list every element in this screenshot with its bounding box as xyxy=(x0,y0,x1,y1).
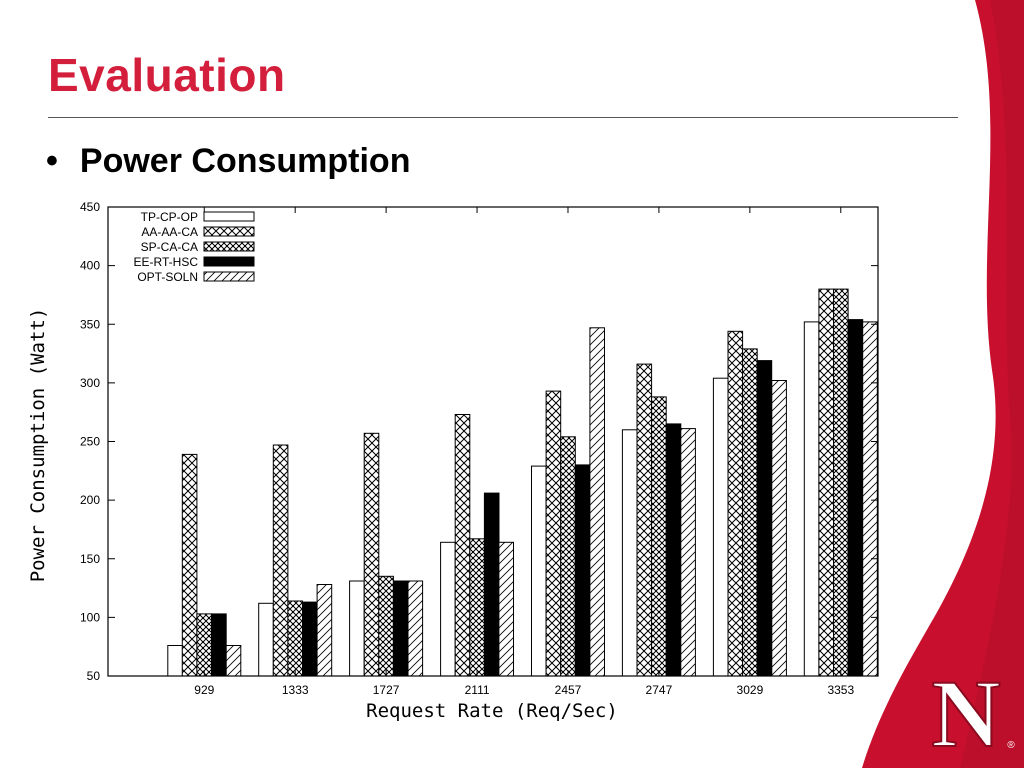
bar-aa-aa-ca-3353 xyxy=(818,288,835,677)
bar-sp-ca-ca-1727 xyxy=(378,575,394,677)
bar-ee-rt-hsc-929 xyxy=(211,613,227,677)
bar-aa-aa-ca-3029 xyxy=(727,330,744,677)
legend-swatch-sp-ca-ca xyxy=(203,241,255,252)
legend-label: OPT-SOLN xyxy=(137,270,198,284)
chart-axes: 929 1333 1727 2111 2457 2747 3029 3353 50 100 150 2… xyxy=(80,200,879,697)
x-tick-label: 929 xyxy=(194,683,214,697)
bar-ee-rt-hsc-2747 xyxy=(665,423,682,677)
bar-sp-ca-ca-2747 xyxy=(651,396,667,677)
bar-sp-ca-ca-2111 xyxy=(469,538,485,677)
x-tick-label: 3029 xyxy=(737,683,764,697)
bar-sp-ca-ca-3353 xyxy=(833,288,849,677)
legend-label: EE-RT-HSC xyxy=(134,255,199,269)
legend-swatch-tp-cp-op xyxy=(203,211,255,222)
legend-swatch-aa-aa-ca xyxy=(203,226,255,237)
x-axis-label: Request Rate (Req/Sec) xyxy=(366,700,618,722)
bar-ee-rt-hsc-2111 xyxy=(483,492,500,677)
slide-title: Evaluation xyxy=(48,49,286,101)
logo-registered-mark: ® xyxy=(1007,740,1015,751)
chart-legend: TP-CP-OPAA-AA-CASP-CA-CAEE-RT-HSCOPT-SOL… xyxy=(134,210,255,284)
y-tick-label: 350 xyxy=(80,317,100,331)
y-tick-label: 100 xyxy=(80,610,100,624)
power-consumption-chart: 929 1333 1727 2111 2457 2747 3029 3353 50 100 150 2… xyxy=(27,200,879,722)
bar-aa-aa-ca-929 xyxy=(181,453,198,677)
bar-opt-soln-2111 xyxy=(498,541,514,677)
bar-ee-rt-hsc-2457 xyxy=(574,464,591,677)
legend-label: SP-CA-CA xyxy=(141,240,198,254)
bar-ee-rt-hsc-1727 xyxy=(392,580,409,677)
bar-aa-aa-ca-2111 xyxy=(454,414,471,677)
bullet-item: • Power Consumption xyxy=(46,142,410,181)
bar-aa-aa-ca-2457 xyxy=(545,390,562,677)
bar-tp-cp-op-2747 xyxy=(621,429,638,677)
bullet-dot: • xyxy=(46,142,58,180)
bar-ee-rt-hsc-3353 xyxy=(847,319,864,677)
y-tick-label: 400 xyxy=(80,259,100,273)
y-axis-label: Power Consumption (Watt) xyxy=(27,308,49,583)
bar-sp-ca-ca-1333 xyxy=(287,600,303,677)
bar-opt-soln-1333 xyxy=(316,584,333,677)
bar-tp-cp-op-3353 xyxy=(803,321,820,677)
bar-ee-rt-hsc-3029 xyxy=(756,360,773,677)
y-tick-label: 150 xyxy=(80,552,100,566)
bar-opt-soln-1727 xyxy=(407,580,424,677)
bar-tp-cp-op-929 xyxy=(167,645,183,677)
legend-label: AA-AA-CA xyxy=(141,225,198,239)
bar-aa-aa-ca-1333 xyxy=(272,444,289,677)
bar-aa-aa-ca-1727 xyxy=(363,432,380,677)
bar-tp-cp-op-1727 xyxy=(349,580,365,677)
x-tick-label: 1727 xyxy=(373,683,400,697)
y-tick-label: 300 xyxy=(80,376,100,390)
x-tick-label: 3353 xyxy=(827,683,854,697)
bar-sp-ca-ca-2457 xyxy=(560,436,576,677)
university-logo: N ® xyxy=(930,668,1015,758)
y-tick-label: 450 xyxy=(80,200,100,214)
x-tick-label: 2111 xyxy=(465,683,490,697)
bar-sp-ca-ca-3029 xyxy=(742,348,758,677)
bar-opt-soln-3029 xyxy=(771,380,787,677)
bar-group xyxy=(167,288,878,677)
bar-tp-cp-op-3029 xyxy=(712,377,729,677)
x-tick-label: 2747 xyxy=(646,683,673,697)
bullet-text: Power Consumption xyxy=(79,142,411,180)
legend-swatch-ee-rt-hsc xyxy=(203,256,255,267)
bar-opt-soln-2457 xyxy=(589,327,606,677)
bar-tp-cp-op-1333 xyxy=(258,602,274,677)
legend-label: TP-CP-OP xyxy=(141,210,198,224)
bar-tp-cp-op-2111 xyxy=(440,541,456,677)
bar-opt-soln-929 xyxy=(225,645,242,677)
title-divider xyxy=(48,117,958,118)
bar-tp-cp-op-2457 xyxy=(531,465,547,677)
x-tick-label: 2457 xyxy=(555,683,582,697)
bar-opt-soln-2747 xyxy=(680,428,696,677)
bar-aa-aa-ca-2747 xyxy=(636,363,653,677)
x-tick-label: 1333 xyxy=(282,683,309,697)
bar-sp-ca-ca-929 xyxy=(196,613,212,677)
y-tick-label: 250 xyxy=(80,435,100,449)
logo-letter: N xyxy=(931,668,1000,758)
legend-swatch-opt-soln xyxy=(203,271,255,282)
bar-opt-soln-3353 xyxy=(862,321,878,677)
bar-ee-rt-hsc-1333 xyxy=(302,601,318,677)
y-tick-label: 200 xyxy=(80,493,100,507)
y-tick-label: 50 xyxy=(87,669,101,683)
